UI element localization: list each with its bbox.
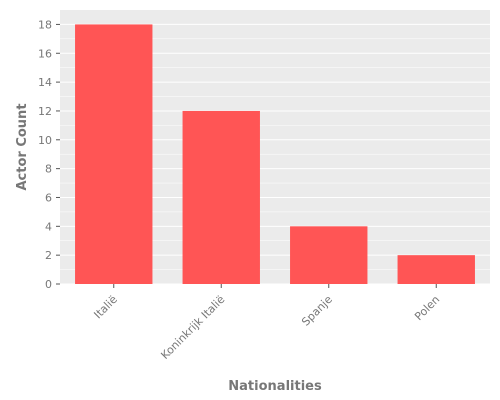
bars: [75, 24, 475, 285]
bar: [290, 226, 368, 284]
y-tick-label: 8: [45, 163, 52, 176]
y-axis-label: Actor Count: [15, 103, 30, 190]
x-axis-ticks: Italië Koninkrijk Italië Spanje Polen: [91, 284, 442, 362]
y-axis-ticks: 0 2 4 6 8 10 12 14 16 18: [38, 18, 60, 291]
y-tick-label: 0: [45, 278, 52, 291]
bar: [182, 110, 260, 285]
x-tick-label: Polen: [412, 293, 442, 323]
x-axis-label: Nationalities: [228, 379, 322, 394]
x-tick-label: Italië: [91, 293, 120, 322]
y-tick-label: 6: [45, 191, 52, 204]
y-tick-label: 2: [45, 249, 52, 262]
y-tick-label: 14: [38, 76, 52, 89]
bar: [397, 255, 475, 284]
y-tick-label: 10: [38, 134, 52, 147]
y-tick-label: 16: [38, 47, 52, 60]
x-tick-label: Spanje: [299, 293, 335, 329]
y-tick-label: 18: [38, 18, 52, 31]
y-tick-label: 4: [45, 220, 52, 233]
y-tick-label: 12: [38, 105, 52, 118]
bar: [75, 24, 153, 285]
x-tick-label: Koninkrijk Italië: [158, 293, 227, 362]
